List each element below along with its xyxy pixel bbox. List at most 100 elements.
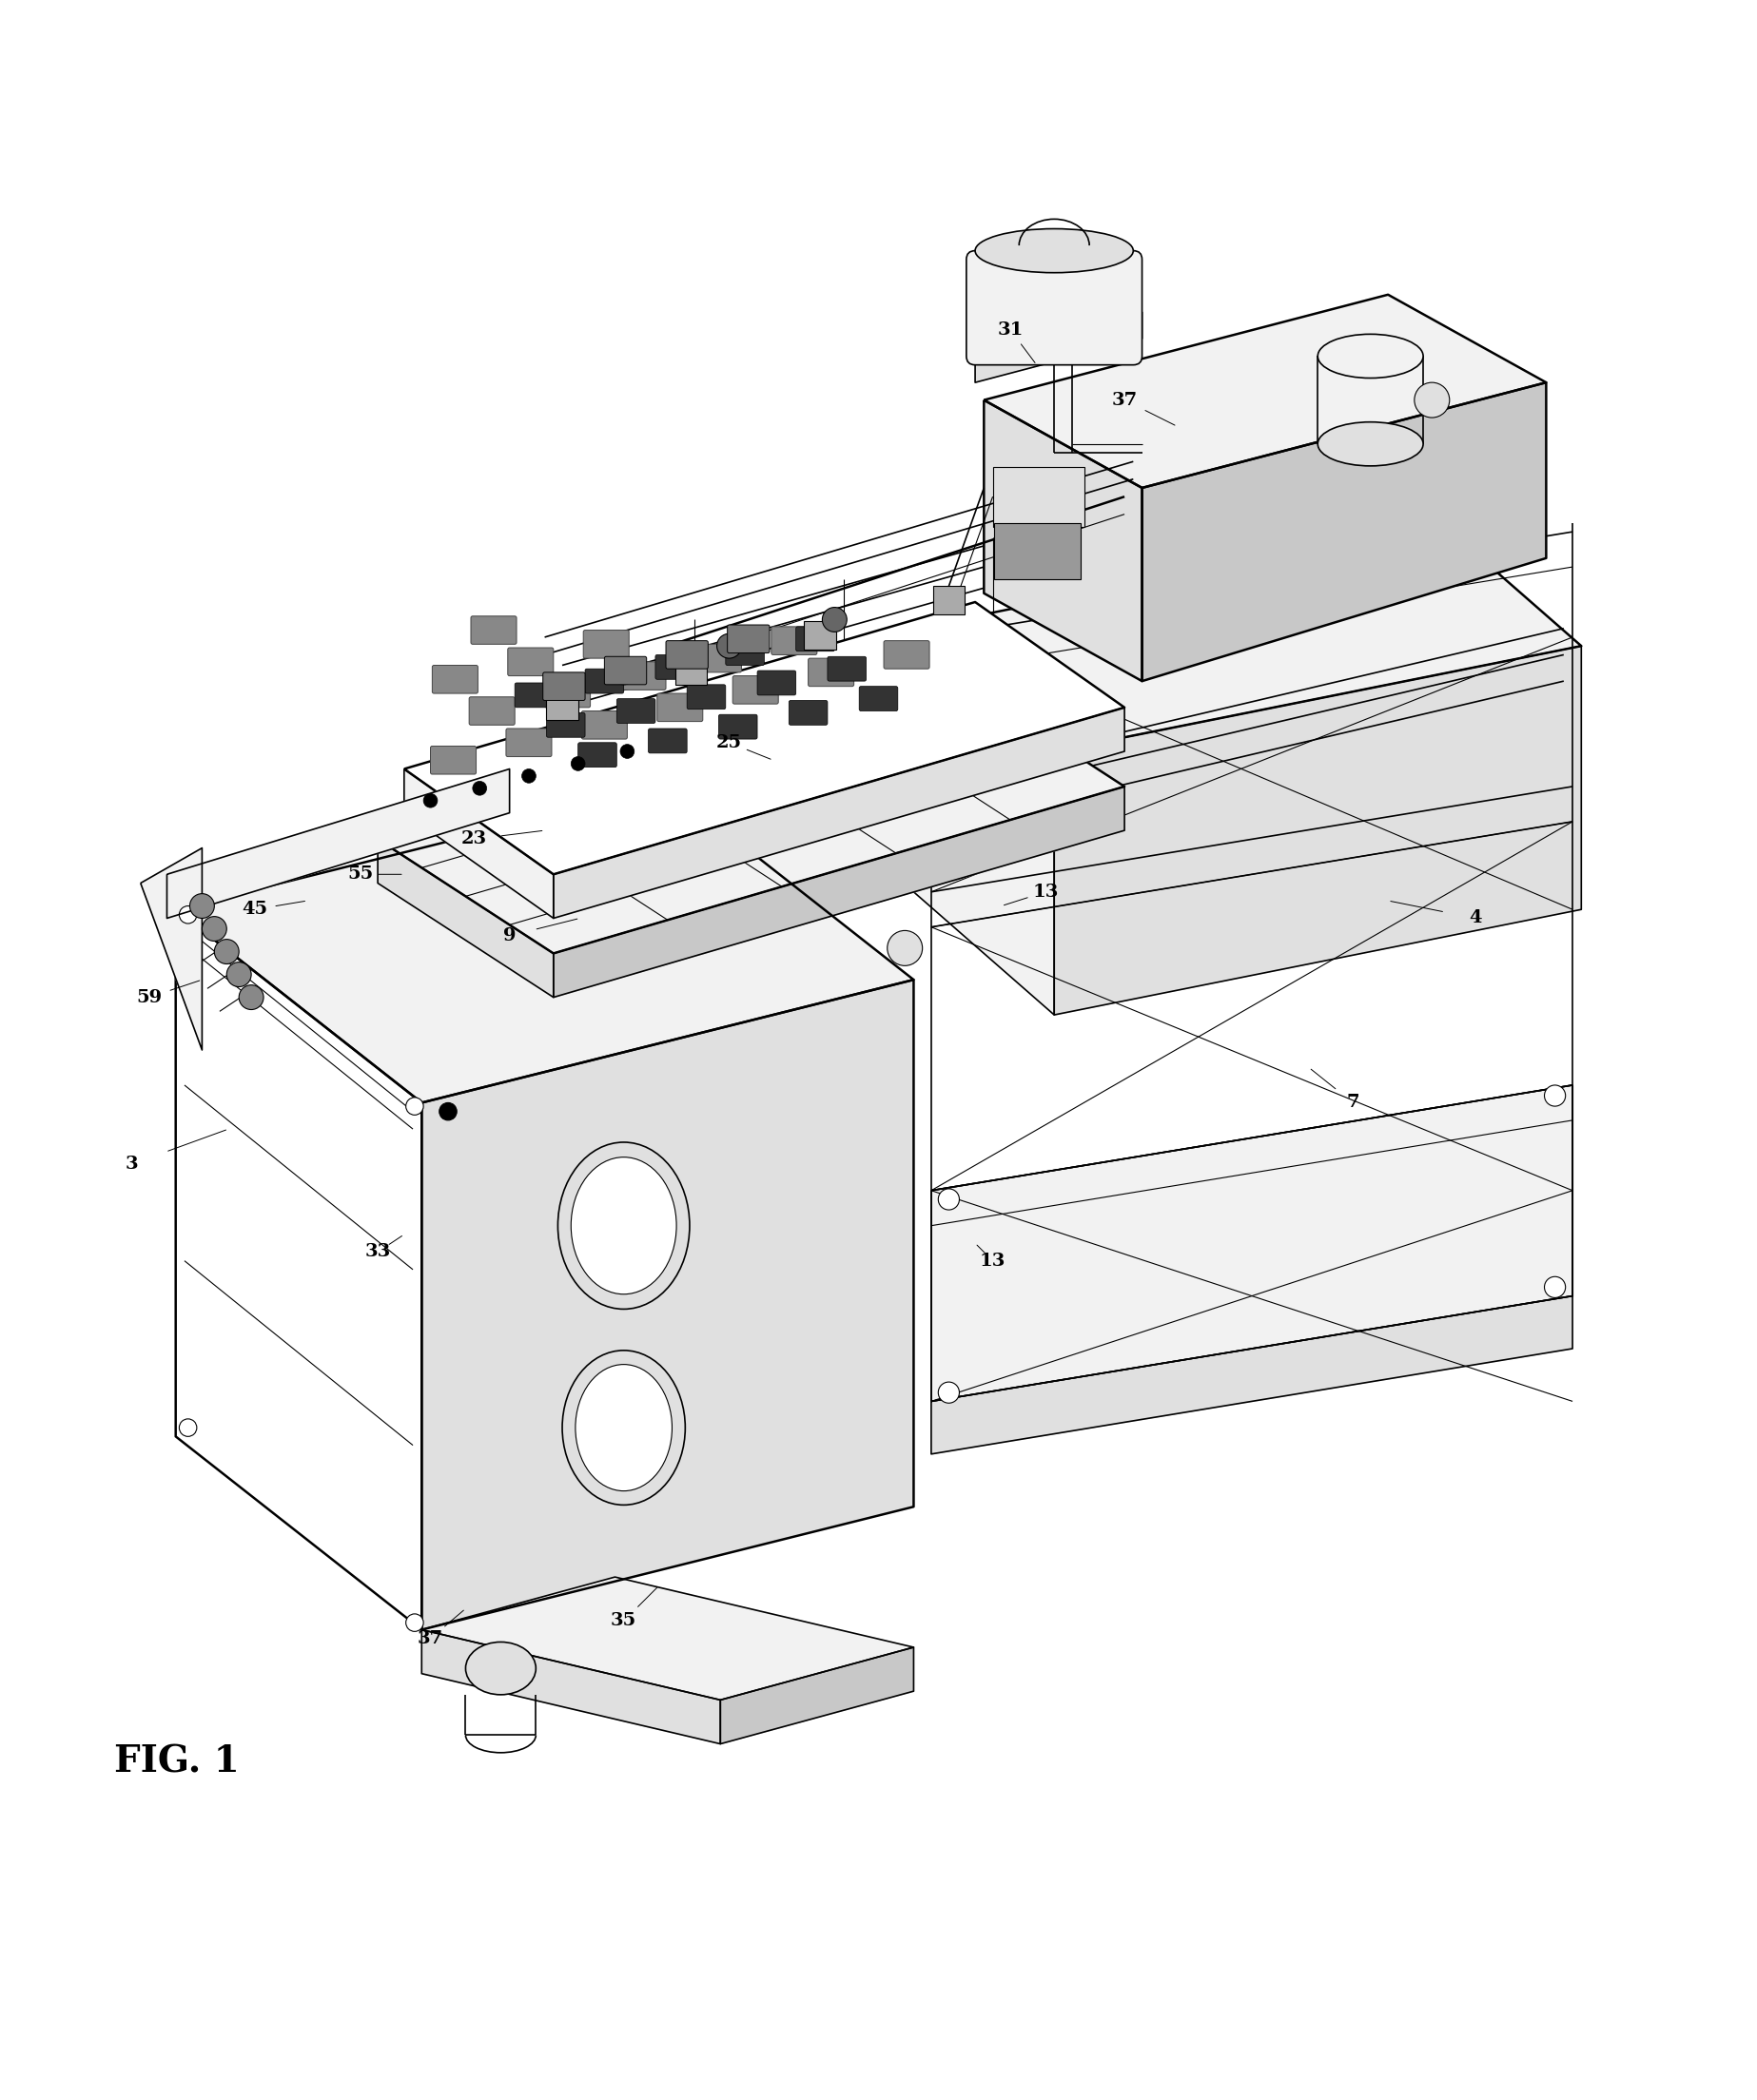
Text: FIG. 1: FIG. 1 [114, 1743, 239, 1779]
Circle shape [571, 756, 585, 771]
FancyBboxPatch shape [469, 697, 515, 724]
Circle shape [887, 930, 922, 966]
Polygon shape [176, 788, 914, 1102]
Text: 45: 45 [242, 901, 267, 918]
FancyBboxPatch shape [805, 622, 836, 649]
FancyBboxPatch shape [757, 670, 796, 695]
FancyBboxPatch shape [771, 626, 817, 655]
Polygon shape [422, 981, 914, 1630]
Polygon shape [984, 294, 1546, 487]
Polygon shape [931, 1086, 1573, 1401]
FancyBboxPatch shape [789, 701, 828, 724]
Polygon shape [422, 1577, 914, 1701]
Text: 35: 35 [611, 1613, 636, 1630]
FancyBboxPatch shape [808, 657, 854, 687]
FancyBboxPatch shape [506, 729, 552, 756]
Polygon shape [404, 769, 553, 918]
Text: 13: 13 [980, 1252, 1005, 1268]
FancyBboxPatch shape [585, 668, 624, 693]
Text: 3: 3 [125, 1155, 139, 1172]
FancyBboxPatch shape [966, 250, 1142, 365]
Circle shape [439, 1102, 457, 1119]
Ellipse shape [571, 1157, 676, 1294]
FancyBboxPatch shape [675, 657, 706, 685]
Circle shape [938, 1382, 959, 1403]
Circle shape [406, 1615, 423, 1632]
FancyBboxPatch shape [666, 640, 708, 668]
Text: 25: 25 [717, 735, 741, 752]
FancyBboxPatch shape [727, 626, 770, 653]
FancyBboxPatch shape [582, 712, 627, 739]
FancyBboxPatch shape [546, 691, 578, 720]
FancyBboxPatch shape [884, 640, 929, 668]
Text: 7: 7 [1346, 1094, 1360, 1111]
Circle shape [239, 985, 264, 1010]
Polygon shape [378, 840, 553, 998]
Polygon shape [914, 628, 1054, 1014]
FancyBboxPatch shape [578, 743, 617, 766]
Polygon shape [176, 909, 422, 1630]
FancyBboxPatch shape [617, 699, 655, 722]
Text: 37: 37 [418, 1630, 443, 1646]
Circle shape [938, 1189, 959, 1210]
Ellipse shape [575, 1365, 671, 1491]
Ellipse shape [557, 1142, 689, 1308]
FancyBboxPatch shape [543, 672, 585, 701]
FancyBboxPatch shape [655, 655, 694, 678]
FancyBboxPatch shape [545, 678, 590, 708]
Ellipse shape [466, 1642, 536, 1695]
FancyBboxPatch shape [657, 693, 703, 722]
FancyBboxPatch shape [687, 685, 726, 710]
FancyBboxPatch shape [719, 714, 757, 739]
FancyBboxPatch shape [546, 712, 585, 737]
Text: 31: 31 [998, 321, 1023, 338]
Ellipse shape [975, 229, 1133, 273]
FancyBboxPatch shape [993, 466, 1084, 527]
Polygon shape [720, 1646, 914, 1743]
Text: 4: 4 [1469, 909, 1483, 926]
Polygon shape [553, 788, 1124, 998]
FancyBboxPatch shape [583, 630, 629, 657]
FancyBboxPatch shape [471, 615, 517, 645]
Polygon shape [553, 708, 1124, 918]
Text: 55: 55 [348, 865, 372, 882]
Polygon shape [422, 1630, 720, 1743]
Text: 33: 33 [365, 1243, 390, 1260]
FancyBboxPatch shape [515, 682, 553, 708]
FancyBboxPatch shape [859, 687, 898, 712]
Circle shape [1414, 382, 1450, 418]
FancyBboxPatch shape [696, 645, 741, 672]
Circle shape [611, 659, 636, 685]
Circle shape [717, 634, 741, 657]
Polygon shape [404, 603, 1124, 874]
Ellipse shape [1318, 422, 1423, 466]
Circle shape [179, 1420, 197, 1436]
Circle shape [620, 743, 634, 758]
FancyBboxPatch shape [604, 657, 647, 685]
Polygon shape [975, 313, 1142, 382]
Polygon shape [378, 672, 1124, 953]
Circle shape [822, 607, 847, 632]
Circle shape [214, 939, 239, 964]
FancyBboxPatch shape [994, 523, 1081, 580]
Circle shape [190, 895, 214, 918]
Circle shape [473, 781, 487, 796]
Ellipse shape [562, 1350, 685, 1506]
Text: 13: 13 [1033, 884, 1058, 901]
Polygon shape [914, 523, 1581, 752]
FancyBboxPatch shape [648, 729, 687, 754]
Text: 9: 9 [503, 928, 517, 945]
FancyBboxPatch shape [828, 657, 866, 680]
Text: 59: 59 [137, 989, 162, 1006]
Polygon shape [1054, 647, 1581, 1014]
FancyBboxPatch shape [726, 640, 764, 666]
FancyBboxPatch shape [432, 666, 478, 693]
Polygon shape [984, 399, 1142, 680]
Polygon shape [141, 848, 202, 1050]
Circle shape [1544, 1277, 1565, 1298]
Circle shape [227, 962, 251, 987]
FancyBboxPatch shape [733, 676, 778, 704]
Ellipse shape [1318, 334, 1423, 378]
FancyBboxPatch shape [508, 647, 553, 676]
Circle shape [202, 916, 227, 941]
